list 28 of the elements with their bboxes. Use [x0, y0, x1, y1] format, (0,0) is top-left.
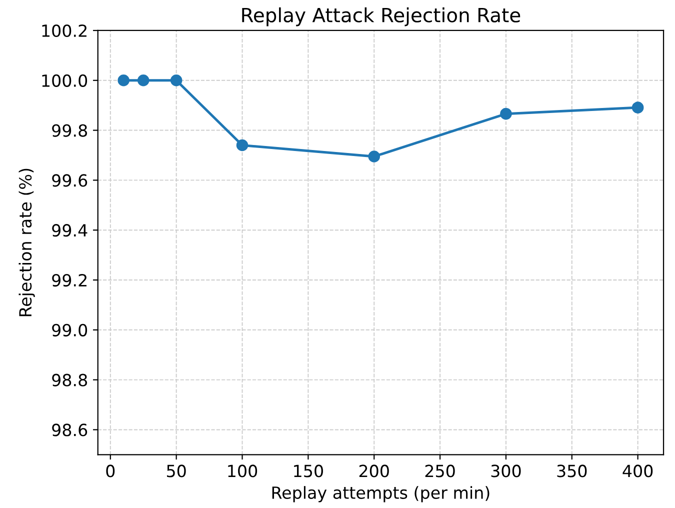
y-tick-label: 99.2: [52, 274, 86, 287]
y-tick-label: 100.2: [42, 24, 86, 38]
y-tick-label: 98.8: [52, 374, 88, 386]
x-tick-label: 300: [491, 464, 521, 478]
y-tick-label: 99.6: [52, 174, 88, 187]
x-tick-label: 200: [359, 464, 389, 478]
point: [632, 102, 644, 114]
point: [368, 150, 380, 162]
x-tick-label: 350: [557, 464, 587, 478]
point: [118, 74, 130, 86]
y-tick-label: 99.4: [52, 224, 88, 237]
point: [236, 139, 248, 152]
point: [170, 74, 182, 86]
x-tick-label: 400: [622, 464, 653, 478]
y-tick-label: 99.0: [52, 324, 88, 336]
point: [137, 74, 150, 86]
x-tick-label: 150: [294, 464, 323, 478]
y-tick-label: 98.6: [52, 424, 88, 436]
y-tick-label: 99.8: [52, 124, 88, 137]
x-tick-label: 250: [425, 464, 455, 478]
x-tick-label: 50: [167, 464, 186, 478]
x-tick-label: 100: [228, 464, 258, 478]
chart-title: Replay Attack Rejection Rate: [242, 7, 520, 26]
y-tick-label: 100.0: [42, 74, 88, 87]
x-axis-title: Replay attempts (per min): [272, 486, 490, 502]
x-tick-label: 0: [106, 464, 115, 478]
y-axis-title: Rejection rate (%): [18, 168, 35, 316]
point: [500, 108, 512, 120]
